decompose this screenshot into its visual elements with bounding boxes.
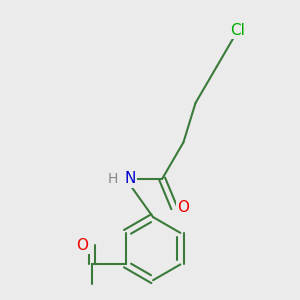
Text: N: N xyxy=(125,171,136,186)
Text: O: O xyxy=(177,200,189,215)
Text: Cl: Cl xyxy=(231,22,245,38)
Text: H: H xyxy=(107,172,118,186)
Text: O: O xyxy=(76,238,88,253)
